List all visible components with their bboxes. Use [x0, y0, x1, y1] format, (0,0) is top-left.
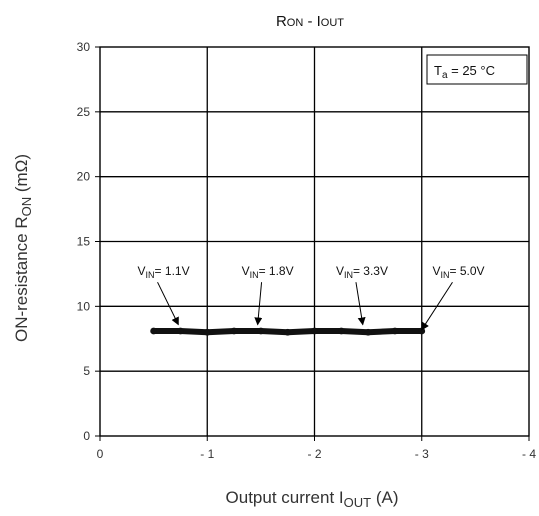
x-tick-label: - 1 [200, 447, 214, 461]
legend-value: = 25 °C [448, 63, 495, 78]
legend-box-frame [426, 54, 528, 85]
title-r: R [276, 13, 287, 30]
x-tick-label: - 3 [415, 447, 429, 461]
annotations-group: VIN= 1.1V VIN= 1.8V VIN= 3.3V VIN= 5.0V [138, 264, 485, 331]
grid-group [100, 47, 529, 436]
data-point [177, 327, 184, 335]
y-tick-label: 15 [77, 235, 91, 249]
y-tick-label: 25 [77, 105, 91, 119]
x-axis-label-sub: OUT [344, 495, 372, 510]
x-ticks: 0 - 1 - 2 - 3 - 4 [97, 436, 536, 461]
x-axis-label: Output current IOUT (A) [226, 488, 399, 510]
title-sep: - I [303, 13, 321, 30]
y-axis-label-unit: (mΩ) [12, 154, 31, 197]
y-axis-label: ON-resistance RON (mΩ) [12, 154, 34, 342]
x-tick-label: - 2 [307, 447, 321, 461]
title-r-sub: ON [287, 17, 304, 29]
data-point [337, 327, 345, 335]
vin-annotation-label: VIN= 1.1V [138, 264, 190, 280]
data-point [150, 327, 158, 335]
legend-box: Ta = 25 °C [426, 54, 528, 85]
x-axis-label-text: Output current I [226, 488, 344, 507]
vin-annotation-arrow [421, 281, 453, 331]
y-axis-label-text: ON-resistance R [12, 216, 31, 342]
data-point [364, 328, 372, 336]
vin-annotation-arrow [254, 282, 263, 326]
x-tick-label: - 4 [522, 447, 536, 461]
y-tick-label: 20 [77, 170, 91, 184]
vin-annotation-label: VIN= 1.8V [242, 264, 294, 280]
data-point [311, 327, 318, 335]
y-tick-label: 0 [83, 429, 90, 443]
data-point [284, 328, 292, 336]
y-tick-label: 10 [77, 299, 91, 313]
x-axis-label-unit: (A) [371, 488, 398, 507]
vin-annotation-label: VIN= 3.3V [336, 264, 388, 280]
data-point [391, 327, 399, 335]
chart-title: RON - IOUT [276, 13, 344, 30]
y-tick-label: 30 [77, 40, 91, 54]
legend-t-sub: a [442, 70, 448, 81]
legend-box-text: Ta = 25 °C [434, 63, 495, 81]
data-point [418, 327, 426, 335]
data-point [230, 327, 238, 335]
vin-annotation-arrow [355, 282, 366, 326]
x-tick-label: 0 [97, 447, 104, 461]
data-point [257, 327, 265, 335]
series-group [150, 327, 426, 336]
vin-annotation-label: VIN= 5.0V [432, 264, 484, 280]
y-tick-label: 5 [83, 364, 90, 378]
legend-t: T [434, 63, 442, 78]
title-i-sub: OUT [321, 17, 345, 29]
y-axis-label-sub: ON [19, 197, 34, 217]
data-point [203, 328, 211, 336]
y-ticks: 0 5 10 15 20 25 30 [77, 40, 100, 443]
vin-annotation-arrow [157, 281, 179, 326]
